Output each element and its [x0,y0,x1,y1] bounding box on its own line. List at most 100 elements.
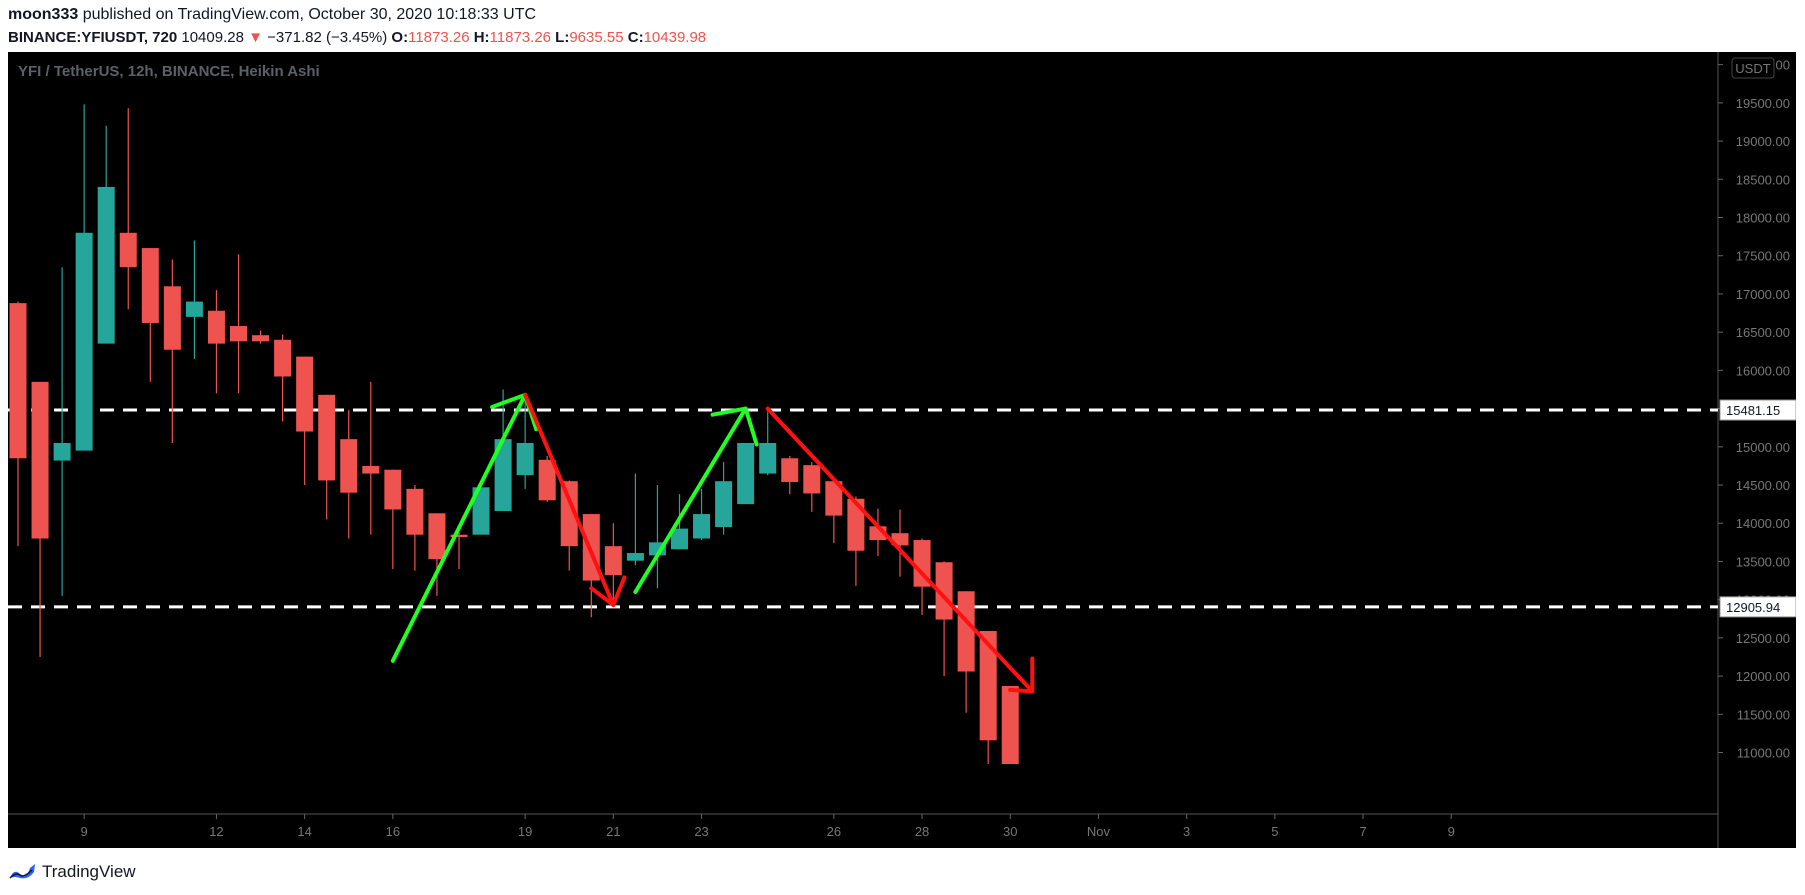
arrow-head-icon [1008,656,1035,694]
publish-info: moon333 published on TradingView.com, Oc… [8,6,536,24]
candle-body [825,481,843,516]
candle [75,104,93,451]
trend-arrow-red [523,392,627,608]
candle-body [847,498,865,551]
candle-body [53,442,71,461]
candle-body [626,553,644,561]
candle-body [31,381,49,539]
candle-body [75,232,93,451]
price-tick-label: 15000.00 [1736,440,1790,455]
candle [141,248,159,382]
price-tick-label: 11000.00 [1737,746,1790,761]
candle [230,254,247,394]
price-tick-label: 14000.00 [1736,516,1790,531]
candle-body [913,540,931,587]
candle-body [560,481,578,547]
price-level-label: 12905.94 [1726,600,1780,615]
price-change: −371.82 (−3.45%) [267,29,388,46]
price-tick-label: 17000.00 [1736,287,1790,302]
candle-body [185,301,203,317]
tradingview-logo-icon [9,864,35,879]
close-label: C: [627,29,644,46]
arrow-head-icon [589,575,627,608]
candle-body [715,481,733,528]
currency-label[interactable]: USDT [1731,57,1775,79]
time-tick-label: 5 [1271,824,1278,839]
time-tick-label: 16 [386,824,400,839]
arrow-shaft [765,406,1035,694]
candle-body [340,439,358,493]
candle [9,301,27,547]
chart-area[interactable]: YFI / TetherUS, 12h, BINANCE, Heikin Ash… [8,52,1797,848]
price-level-badge: 15481.15 [1719,399,1797,421]
low-value: 9635.55 [569,29,624,46]
candle-body [516,442,534,476]
candle-body [406,488,424,535]
price-tick-label: 16000.00 [1736,363,1790,378]
arrow-head-icon [710,406,759,447]
candle [53,267,71,596]
candle [803,462,821,512]
candle-body [935,562,953,620]
candle [913,538,931,615]
trend-arrow-red [765,406,1035,694]
candle-body [97,186,115,344]
candle-body [604,546,622,576]
candle [516,394,534,489]
candle-body [891,533,909,546]
candle-body [803,465,821,494]
candle [538,455,556,502]
change-down-icon: ▼ [248,29,263,46]
symbol-name: BINANCE:YFIUSDT, 720 [8,29,178,46]
arrow-shaft [633,406,748,595]
published-text: published on TradingView.com, October 30… [82,6,537,23]
candle [737,442,755,505]
candle [825,480,843,544]
candle-body [671,528,688,550]
time-tick-label: 30 [1003,824,1017,839]
candle-body [163,286,181,350]
last-price: 10409.28 [181,29,244,46]
candle [626,473,644,566]
price-tick-label: 12500.00 [1736,631,1790,646]
price-tick-label: 17500.00 [1736,249,1790,264]
close-value: 10439.98 [643,29,707,46]
price-tick-label: 16500.00 [1736,325,1790,340]
price-tick-label: 12000.00 [1736,669,1790,684]
candle [957,591,975,713]
time-tick-label: 3 [1183,824,1190,839]
candle [472,487,490,535]
candle [715,462,733,535]
time-tick-label: 19 [518,824,532,839]
candle-body [472,487,490,535]
chart-title: YFI / TetherUS, 12h, BINANCE, Heikin Ash… [18,63,320,80]
candle-body [979,631,997,741]
price-level-label: 15481.15 [1726,403,1780,418]
candle-body [274,339,292,377]
candle [450,532,468,570]
candle-body [141,248,159,323]
footer-brand[interactable]: TradingView [42,862,136,881]
candle [935,561,953,677]
currency-label-text: USDT [1735,61,1770,76]
candle-body [9,303,27,459]
candlestick-chart[interactable]: YFI / TetherUS, 12h, BINANCE, Heikin Ash… [8,52,1797,848]
candle-body [1001,686,1019,764]
candle-body [957,591,975,672]
candle [406,485,424,571]
candle [604,523,622,602]
candle [847,496,865,586]
time-tick-label: 7 [1359,824,1366,839]
price-tick-label: 18000.00 [1736,211,1790,226]
candle-body [207,310,225,344]
author-name[interactable]: moon333 [8,6,79,23]
open-value: 11873.26 [408,29,470,46]
candle [185,240,203,359]
time-tick-label: 9 [81,824,88,839]
candle [1001,686,1019,764]
time-tick-label: 23 [694,824,708,839]
candle-body [252,335,270,342]
candle-body [693,514,711,539]
candle-body [230,326,247,342]
footer: TradingView [8,858,136,886]
